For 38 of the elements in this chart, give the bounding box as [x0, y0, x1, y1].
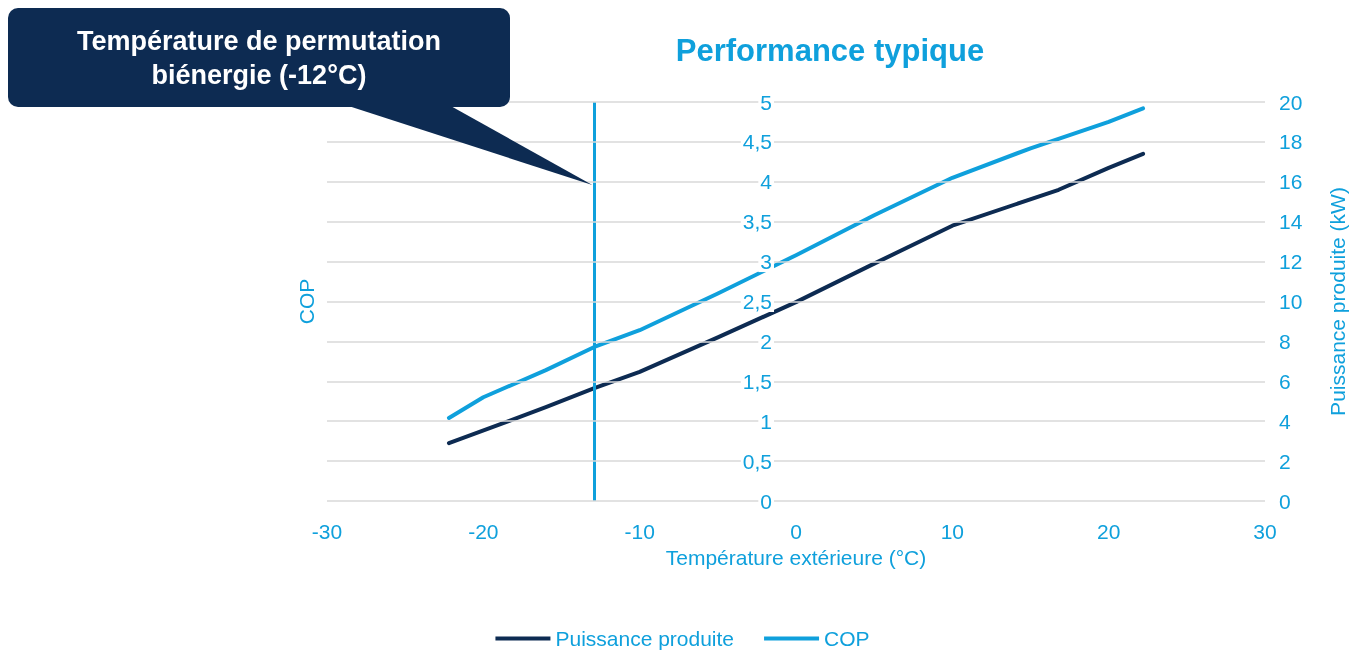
ref-line-label: Température de permutation biénergie (-12°C) [8, 8, 510, 107]
legend-label: Puissance produite [555, 627, 735, 650]
y-tick-label: 5 [760, 90, 772, 114]
y2-tick-label: 10 [1279, 290, 1303, 313]
y-tick-label: 4 [760, 170, 773, 194]
y-axis-title: COP [295, 278, 318, 325]
speech-callout: Température de permutation biénergie (-12°C) [8, 8, 595, 186]
x-tick-label: 30 [1253, 520, 1277, 543]
y2-tick-label: 18 [1279, 130, 1303, 154]
y2-tick-label: 2 [1279, 449, 1291, 473]
line-series [446, 151, 1146, 446]
y-tick-label: 2 [760, 329, 772, 353]
x-tick-label: -30 [311, 520, 343, 543]
y-tick-label: 1,5 [742, 369, 772, 393]
y2-tick-label: 0 [1279, 489, 1291, 513]
y-tick-label: 4,5 [742, 130, 772, 154]
x-axis-title: Température extérieure (°C) [665, 545, 927, 569]
y-tick-label: 0 [760, 489, 772, 513]
x-tick-label: 20 [1096, 520, 1121, 543]
y2-axis-title: Puissance produite (kW) [1326, 187, 1349, 416]
y2-tick-label: 6 [1279, 369, 1291, 393]
y2-tick-label: 4 [1279, 409, 1291, 433]
y-tick-label: 3 [760, 250, 772, 274]
x-tick-label: -10 [624, 520, 655, 543]
y-tick-label: 3,5 [742, 210, 772, 234]
y2-tick-label: 12 [1279, 250, 1303, 274]
y2-tick-label: 20 [1279, 90, 1303, 114]
y-tick-label: 1 [760, 409, 772, 433]
chart-title: Performance typique [675, 33, 985, 68]
y2-tick-label: 14 [1279, 210, 1303, 234]
y-tick-label: 0,5 [742, 449, 772, 473]
x-tick-label: 0 [790, 520, 802, 543]
y2-tick-label: 16 [1279, 170, 1303, 194]
y2-tick-label: 8 [1279, 329, 1291, 353]
y-tick-label: 2,5 [742, 290, 772, 313]
x-tick-label: -20 [468, 520, 499, 543]
x-tick-label: 10 [940, 520, 965, 543]
legend-label: COP [824, 627, 870, 650]
